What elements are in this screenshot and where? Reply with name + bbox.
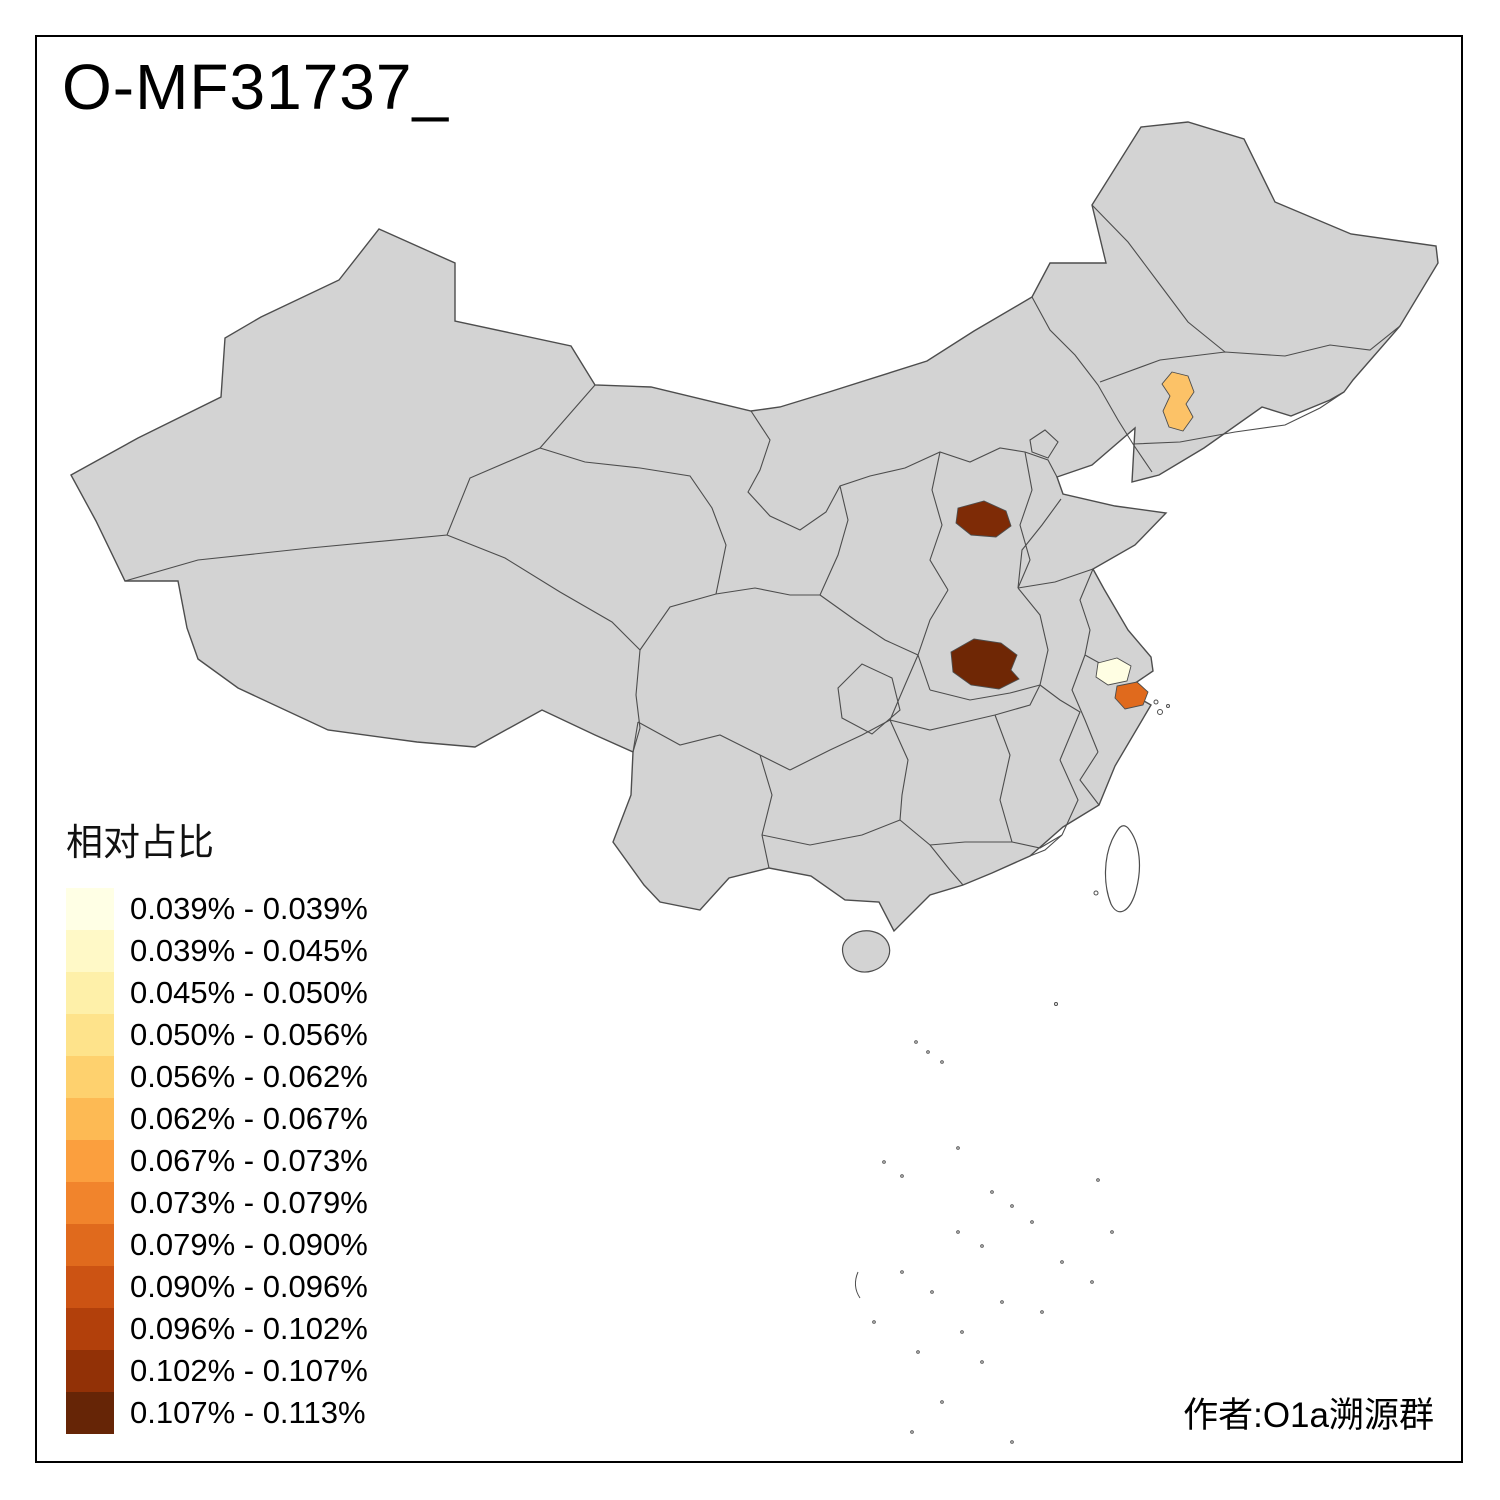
colored-region-shanghai-area <box>1114 681 1149 710</box>
legend-swatch <box>66 888 114 930</box>
mainland-china-shape <box>70 121 1439 933</box>
legend-swatch <box>66 1224 114 1266</box>
legend-swatch <box>66 972 114 1014</box>
legend-title: 相对占比 <box>66 822 214 863</box>
legend-item: 0.096% - 0.102% <box>66 1308 368 1350</box>
legend-item: 0.090% - 0.096% <box>66 1266 368 1308</box>
legend-swatch <box>66 930 114 972</box>
map-layers <box>70 121 1439 1444</box>
legend-label: 0.056% - 0.062% <box>130 1059 368 1094</box>
page-title: O-MF31737_ <box>62 51 450 123</box>
legend-swatch <box>66 1098 114 1140</box>
legend-item: 0.102% - 0.107% <box>66 1350 368 1392</box>
legend-item: 0.050% - 0.056% <box>66 1014 368 1056</box>
legend-item: 0.079% - 0.090% <box>66 1224 368 1266</box>
legend-label: 0.062% - 0.067% <box>130 1101 368 1136</box>
plot-frame <box>35 35 1463 1463</box>
legend-label: 0.045% - 0.050% <box>130 975 368 1010</box>
legend-label: 0.067% - 0.073% <box>130 1143 368 1178</box>
legend-swatch <box>66 1056 114 1098</box>
legend-item: 0.045% - 0.050% <box>66 972 368 1014</box>
colored-region-northeast <box>1161 371 1195 432</box>
legend-label: 0.096% - 0.102% <box>130 1311 368 1346</box>
legend-rows: 0.039% - 0.039% 0.039% - 0.045% 0.045% -… <box>66 888 368 1434</box>
legend-label: 0.039% - 0.039% <box>130 891 368 926</box>
legend-label: 0.050% - 0.056% <box>130 1017 368 1052</box>
taiwan-island <box>1104 825 1141 913</box>
legend-swatch <box>66 1308 114 1350</box>
legend-label: 0.102% - 0.107% <box>130 1353 368 1388</box>
legend-item: 0.039% - 0.039% <box>66 888 368 930</box>
legend-swatch <box>66 1014 114 1056</box>
legend-item: 0.056% - 0.062% <box>66 1056 368 1098</box>
legend-item: 0.067% - 0.073% <box>66 1140 368 1182</box>
colored-region-central-henan <box>950 638 1020 690</box>
hainan-island <box>841 930 891 973</box>
legend-item: 0.062% - 0.067% <box>66 1098 368 1140</box>
legend-label: 0.107% - 0.113% <box>130 1395 366 1430</box>
legend-label: 0.079% - 0.090% <box>130 1227 368 1262</box>
small-islands <box>854 699 1170 1444</box>
legend-swatch <box>66 1392 114 1434</box>
legend-label: 0.039% - 0.045% <box>130 933 368 968</box>
colored-region-north-shanxi <box>955 500 1012 538</box>
legend-swatch <box>66 1350 114 1392</box>
province-borders <box>124 204 1401 886</box>
legend-item: 0.039% - 0.045% <box>66 930 368 972</box>
legend-swatch <box>66 1140 114 1182</box>
legend: 相对占比 0.039% - 0.039% 0.039% - 0.045% 0.0… <box>66 812 368 1434</box>
legend-swatch <box>66 1182 114 1224</box>
legend-item: 0.107% - 0.113% <box>66 1392 368 1434</box>
legend-item: 0.073% - 0.079% <box>66 1182 368 1224</box>
attribution: 作者:O1a溯源群 <box>1183 1396 1434 1435</box>
legend-label: 0.073% - 0.079% <box>130 1185 368 1220</box>
legend-swatch <box>66 1266 114 1308</box>
colored-regions <box>950 371 1195 710</box>
colored-region-east-light <box>1095 657 1132 686</box>
legend-label: 0.090% - 0.096% <box>130 1269 368 1304</box>
